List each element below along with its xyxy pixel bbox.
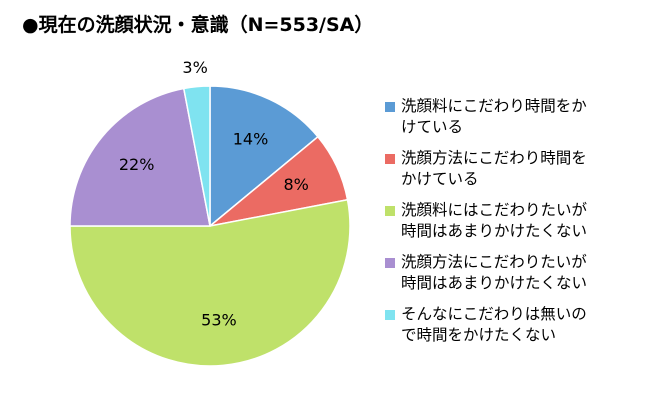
- legend-swatch: [385, 206, 395, 216]
- slice-label: 14%: [233, 129, 269, 148]
- legend-label: 洗顔料にはこだわりたいが 時間はあまりかけたくない: [401, 201, 588, 240]
- pie-slice: [69, 198, 351, 367]
- chart-title: ●現在の洗顔状況・意識（N=553/SA）: [22, 14, 374, 36]
- legend-swatch: [385, 258, 395, 268]
- legend-item: 洗顔料にこだわり時間をか けている: [385, 96, 643, 148]
- legend-item: 洗顔料にはこだわりたいが 時間はあまりかけたくない: [385, 200, 643, 252]
- legend-label: 洗顔方法にこだわりたいが 時間はあまりかけたくない: [401, 253, 588, 292]
- legend-item: 洗顔方法にこだわり時間を かけている: [385, 148, 643, 200]
- legend-item: そんなにこだわりは無いの で時間をかけたくない: [385, 304, 643, 356]
- slice-label: 53%: [201, 310, 237, 329]
- legend-swatch: [385, 102, 395, 112]
- pie-slice: [209, 85, 319, 228]
- slice-label: 3%: [182, 58, 207, 77]
- slice-label: 8%: [283, 175, 308, 194]
- pie-slice: [69, 87, 211, 227]
- legend-label: 洗顔料にこだわり時間をか けている: [401, 97, 587, 136]
- legend-label: そんなにこだわりは無いの で時間をかけたくない: [401, 305, 587, 344]
- pie-slice: [182, 85, 211, 227]
- slice-label: 22%: [119, 155, 155, 174]
- legend-label: 洗顔方法にこだわり時間を かけている: [401, 149, 587, 188]
- legend-swatch: [385, 154, 395, 164]
- legend: 洗顔料にこだわり時間をか けている 洗顔方法にこだわり時間を かけている 洗顔料…: [385, 96, 643, 356]
- legend-item: 洗顔方法にこだわりたいが 時間はあまりかけたくない: [385, 252, 643, 304]
- legend-swatch: [385, 310, 395, 320]
